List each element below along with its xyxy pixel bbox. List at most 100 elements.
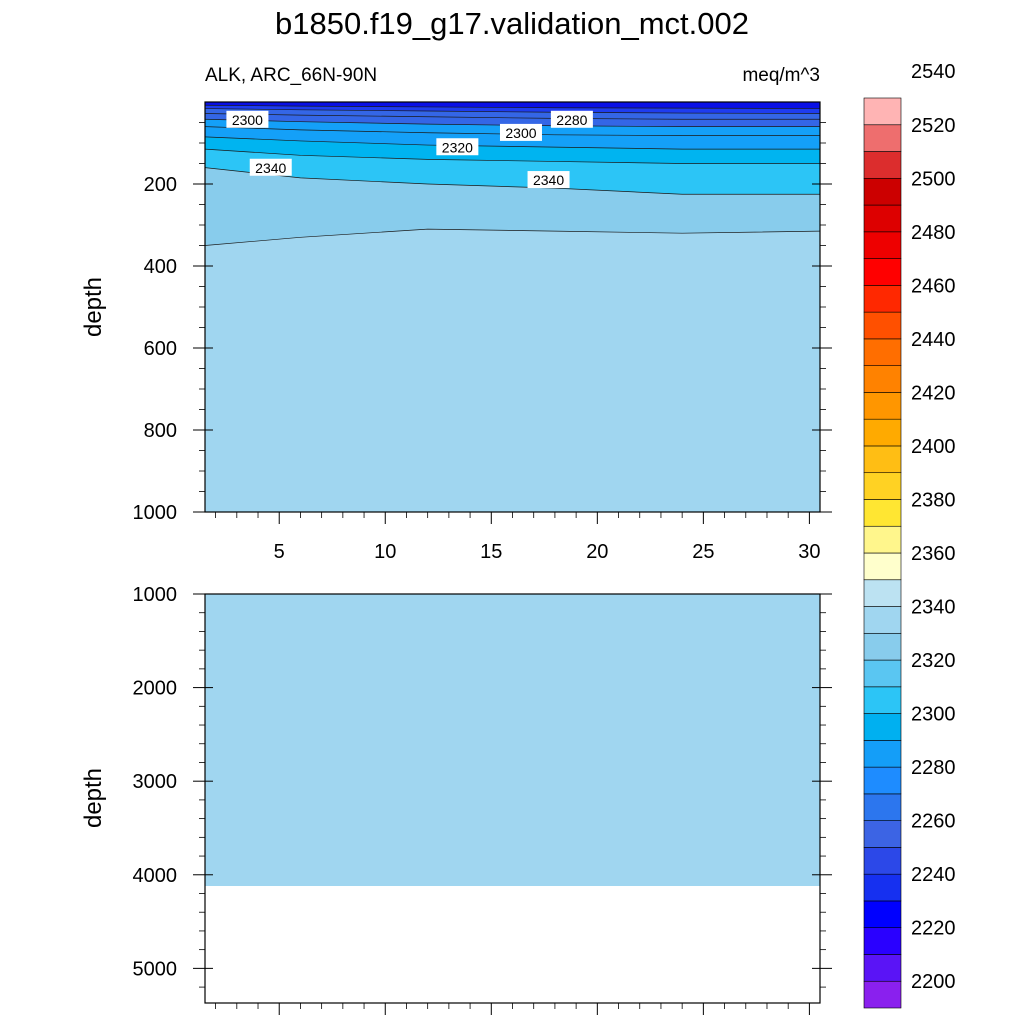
contour-label: 2340 [527, 171, 570, 189]
x-tick-label: 5 [274, 541, 285, 563]
colorbar-bin [863, 124, 902, 152]
colorbar-bin [863, 579, 902, 607]
colorbar-bin [863, 793, 902, 821]
colorbar-label: 2320 [911, 650, 956, 672]
y-tick-label: 5000 [133, 958, 178, 980]
contour-line [204, 104, 821, 109]
colorbar-bin [863, 552, 902, 581]
y-tick-label: 800 [144, 420, 177, 442]
y-tick-label: 2000 [133, 678, 178, 700]
colorbar-bin [863, 338, 902, 366]
colorbar-label: 2280 [911, 757, 956, 779]
contour-label: 2280 [550, 110, 593, 128]
colorbar-label: 2480 [911, 222, 956, 244]
colorbar-label: 2240 [911, 864, 956, 886]
colorbar-label: 2220 [911, 918, 956, 940]
colorbar-bin [863, 311, 902, 340]
x-tick-label: 20 [586, 541, 608, 563]
contour-label: 2320 [436, 138, 479, 156]
colorbar-bin [863, 980, 902, 1009]
colorbar-label: 2500 [911, 168, 956, 190]
colorbar-label: 2400 [911, 436, 956, 458]
contour-line [204, 118, 820, 127]
contour-label-text: 2340 [255, 160, 286, 176]
contour-label-text: 2340 [533, 172, 564, 188]
colorbar-bin [863, 525, 902, 554]
upper-y-axis-label: depth [80, 277, 107, 337]
y-tick-label: 600 [144, 338, 177, 360]
upper-panel-contour-labels: 2300 2280 2300 2320 2340 2340 [226, 110, 593, 189]
colorbar-label: 2300 [911, 704, 956, 726]
colorbar-bin [863, 900, 902, 929]
contour-line [204, 108, 821, 114]
colorbar-bin [863, 873, 902, 902]
y-tick-label: 1000 [133, 584, 178, 606]
colorbar-bin [863, 204, 902, 233]
contour-label-text: 2300 [232, 112, 263, 128]
colorbar-bin [863, 927, 902, 955]
y-tick-label: 1000 [133, 502, 178, 524]
x-tick-label: 30 [798, 541, 820, 563]
colorbar-bin [863, 392, 902, 420]
upper-y-axis-ticks: 200 400 600 800 1000 [133, 122, 832, 524]
contour-line [204, 167, 820, 195]
colorbar-labels: 2200 2220 2240 2260 2280 2300 2320 2340 2360 2380… [911, 61, 956, 993]
lower-y-axis-label: depth [80, 768, 107, 828]
colorbar-label: 2460 [911, 275, 956, 297]
colorbar-bin [863, 632, 902, 661]
colorbar-label: 2260 [911, 811, 956, 833]
colorbar-bin [863, 285, 902, 313]
contour-label: 2340 [249, 158, 292, 176]
colorbar-bins [863, 97, 902, 1009]
contour-label: 2300 [226, 110, 269, 128]
colorbar-bin [863, 365, 902, 393]
colorbar-bin [863, 766, 902, 795]
colorbar-bin [863, 606, 902, 634]
colorbar-bin [863, 258, 902, 286]
colorbar-bin [863, 177, 902, 206]
lower-y-axis-ticks: 1000 2000 3000 4000 5000 [133, 584, 832, 988]
colorbar-label: 2360 [911, 543, 956, 565]
colorbar-bin [863, 954, 902, 982]
colorbar-bin [863, 686, 902, 714]
y-tick-label: 3000 [133, 771, 178, 793]
colorbar-bin [863, 713, 902, 741]
contour-label-text: 2280 [556, 112, 587, 128]
colorbar-label: 2520 [911, 115, 956, 137]
colorbar-bin [863, 445, 902, 474]
colorbar-bin [863, 97, 902, 126]
colorbar-label: 2340 [911, 597, 956, 619]
contour-label-text: 2320 [442, 139, 473, 155]
colorbar: 2200 2220 2240 2260 2280 2300 2320 2340 2360 2380… [863, 61, 956, 1009]
colorbar-label: 2200 [911, 971, 956, 993]
contour-line [204, 126, 820, 136]
colorbar-bin [863, 499, 902, 527]
colorbar-label: 2440 [911, 329, 956, 351]
contour-line [204, 136, 820, 150]
variable-region-label: ALK, ARC_66N-90N [205, 65, 377, 86]
contour-line [204, 113, 820, 120]
y-tick-label: 400 [144, 256, 177, 278]
colorbar-bin [863, 740, 902, 768]
colorbar-bin [863, 231, 902, 259]
lower-depth-panel: 1000 2000 3000 4000 5000 depth [80, 584, 832, 1015]
units-label: meq/m^3 [742, 65, 820, 86]
x-tick-label: 25 [692, 541, 714, 563]
y-tick-label: 200 [144, 174, 177, 196]
colorbar-label: 2380 [911, 489, 956, 511]
contour-label: 2300 [499, 123, 542, 141]
upper-depth-panel: 2300 2280 2300 2320 2340 2340 200 400 600 800 100… [80, 101, 832, 563]
colorbar-bin [863, 820, 902, 848]
contour-line [204, 228, 821, 246]
colorbar-label: 2420 [911, 382, 956, 404]
chart-title: b1850.f19_g17.validation_mct.002 [275, 6, 749, 41]
upper-x-axis-ticks: 5 10 15 20 25 30 [215, 512, 821, 563]
lower-alkalinity-fill [205, 594, 820, 887]
alkalinity-band [205, 102, 820, 109]
contour-line [204, 148, 820, 164]
lower-x-axis-ticks [215, 1003, 810, 1015]
contour-label-text: 2300 [505, 125, 536, 141]
colorbar-bin [863, 151, 902, 179]
colorbar-label: 2540 [911, 61, 956, 83]
colorbar-bin [863, 659, 902, 688]
